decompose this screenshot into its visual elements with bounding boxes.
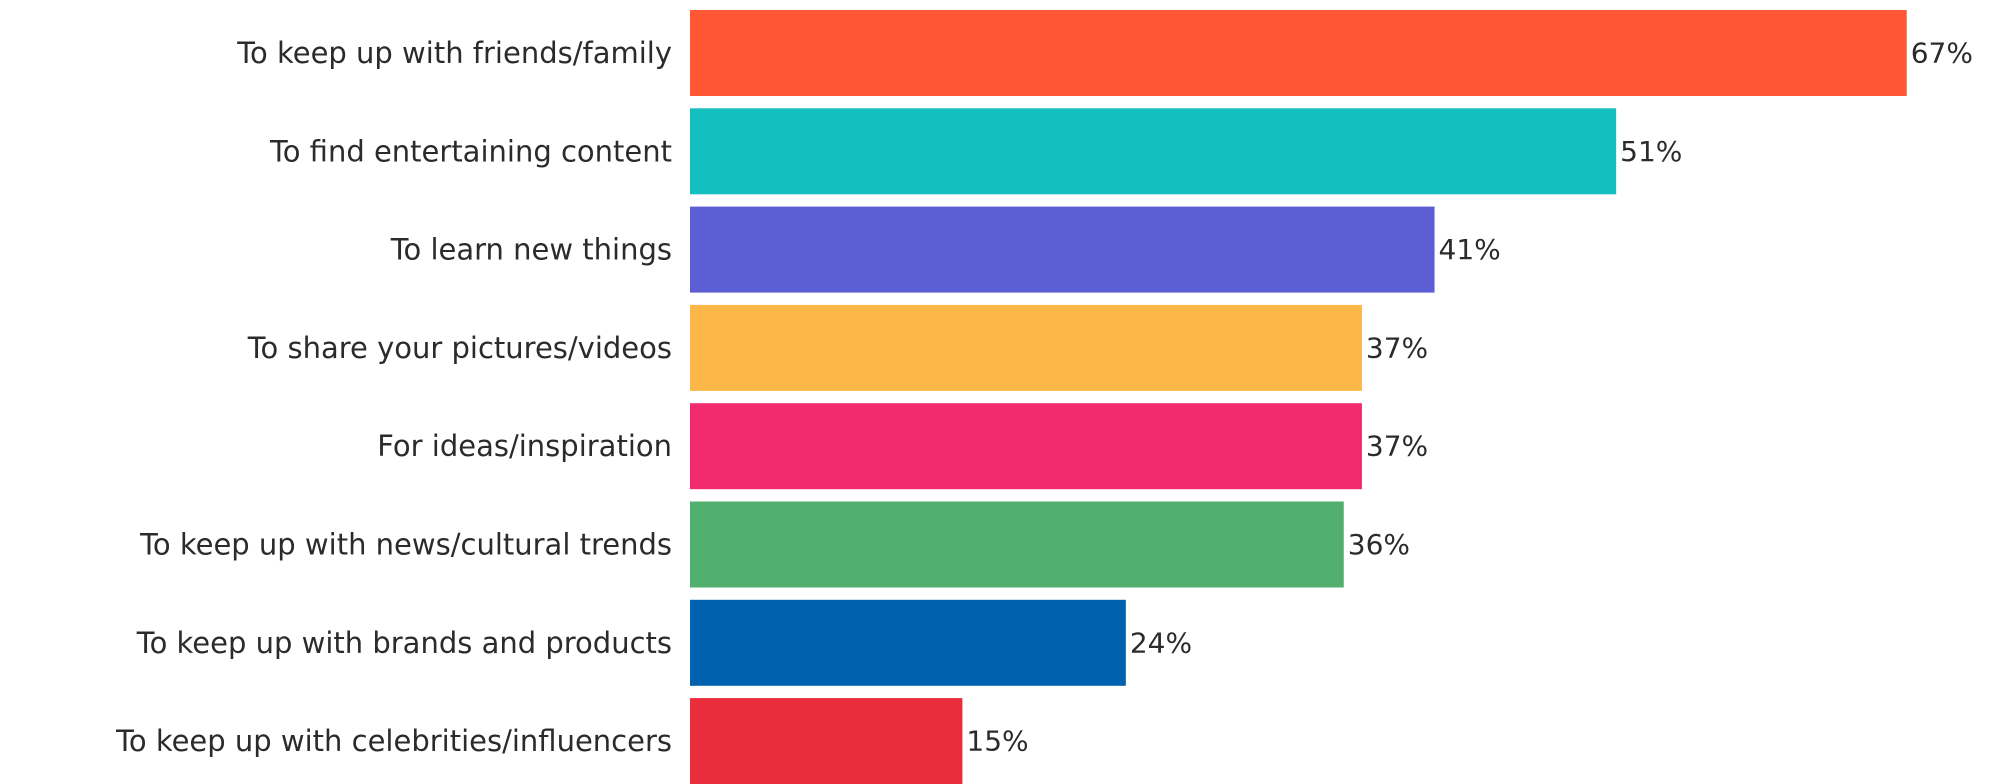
- bar: [690, 10, 1907, 96]
- bar: [690, 206, 1435, 293]
- value-label: 24%: [1130, 626, 1192, 659]
- value-label: 37%: [1366, 430, 1428, 463]
- category-label: To keep up with brands and products: [136, 626, 672, 660]
- bars-layer: [689, 6, 1907, 784]
- value-labels: 67% 51% 41% 37% 37% 36% 24% 15%: [966, 37, 1973, 758]
- bar: [690, 108, 1617, 195]
- value-label: 41%: [1439, 233, 1501, 266]
- category-label: To keep up with news/cultural trends: [139, 528, 672, 562]
- category-label: For ideas/inspiration: [377, 429, 672, 463]
- bar: [690, 501, 1344, 588]
- category-label: To find entertaining content: [269, 134, 672, 168]
- category-label: To learn new things: [390, 233, 672, 267]
- value-label: 67%: [1911, 37, 1973, 70]
- value-label: 37%: [1366, 331, 1428, 364]
- value-label: 36%: [1348, 528, 1410, 561]
- category-labels: To keep up with friends/family To find en…: [115, 36, 672, 758]
- bar: [690, 698, 963, 784]
- value-label: 51%: [1620, 135, 1682, 168]
- bar: [690, 599, 1126, 686]
- category-label: To keep up with celebrities/influencers: [115, 724, 672, 758]
- bar: [690, 304, 1362, 391]
- category-label: To share your pictures/videos: [247, 331, 672, 365]
- bar: [690, 403, 1362, 490]
- category-label: To keep up with friends/family: [236, 36, 672, 70]
- value-label: 15%: [966, 725, 1028, 758]
